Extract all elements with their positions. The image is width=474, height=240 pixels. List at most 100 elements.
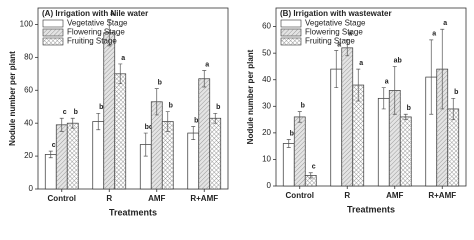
significance-letter: a <box>385 79 389 86</box>
error-bar <box>59 117 64 132</box>
error-bar <box>48 150 53 159</box>
significance-letter: b <box>454 89 458 96</box>
bar-hatch <box>389 90 401 186</box>
significance-letter: b <box>99 104 103 111</box>
legend-label: Fruiting Stage <box>305 37 355 46</box>
legend-label: Fruiting Stage <box>67 37 117 46</box>
error-bar <box>334 50 339 89</box>
bar-hatch <box>67 123 79 189</box>
significance-letter: a <box>205 61 209 68</box>
y-tick-label: 0 <box>29 184 34 193</box>
page: {"chart_data": [ {"type": "bar", "title"… <box>8 7 467 218</box>
x-tick-label: Control <box>286 191 314 200</box>
legend-swatch <box>280 19 302 28</box>
y-tick-label: 60 <box>24 85 33 94</box>
y-tick-label: 100 <box>20 20 34 29</box>
significance-letter: a <box>432 31 436 38</box>
legend-hatch <box>43 29 63 36</box>
bar-hatch <box>305 175 317 186</box>
legend-hatch <box>281 29 301 36</box>
legend-swatch <box>42 19 64 28</box>
significance-letter: c <box>52 142 56 149</box>
error-bar <box>107 19 112 47</box>
bar-hatch <box>162 121 174 189</box>
legend-label: Flowering Stage <box>305 28 363 37</box>
error-bar <box>451 97 456 120</box>
significance-letter: a <box>121 55 125 62</box>
x-tick-label: R+AMF <box>190 194 218 203</box>
bar-hatch <box>400 116 412 186</box>
y-tick-label: 40 <box>262 75 271 84</box>
y-tick-label: 20 <box>262 128 271 137</box>
error-bar <box>381 87 386 110</box>
bar <box>282 143 295 187</box>
error-bar <box>308 172 313 179</box>
plot-frame <box>275 7 467 187</box>
significance-letter: b <box>216 104 220 111</box>
error-bar <box>118 63 123 85</box>
bar-hatch <box>447 108 459 186</box>
error-bar <box>440 28 445 110</box>
bar-hatch <box>294 116 306 186</box>
legend-label: Flowering Stage <box>67 28 125 37</box>
plot-frame <box>37 7 229 190</box>
significance-letter: b <box>74 109 78 116</box>
legend-label: Vegetative Stage <box>305 19 366 28</box>
significance-letter: b <box>407 105 411 112</box>
bar-hatch <box>209 118 221 189</box>
error-bar <box>96 112 101 131</box>
x-tick-label: Control <box>48 194 76 203</box>
legend-hatch <box>43 38 63 45</box>
error-bar <box>392 66 397 115</box>
error-bar <box>213 112 218 124</box>
significance-letter: a <box>110 10 114 17</box>
legend-hatch <box>281 38 301 45</box>
significance-letter: ab <box>394 57 402 64</box>
bar-hatch <box>436 69 448 186</box>
error-bar <box>202 70 207 88</box>
y-tick-label: 50 <box>262 48 271 57</box>
significance-letter: c <box>63 109 67 116</box>
bar <box>187 132 200 190</box>
x-tick-label: AMF <box>148 194 165 203</box>
chart-title: (B) Irrigation with wastewater <box>280 9 392 18</box>
bar-hatch <box>56 124 68 189</box>
significance-letter: b <box>158 79 162 86</box>
y-tick-label: 60 <box>262 22 271 31</box>
significance-letter: a <box>337 41 341 48</box>
bar <box>377 97 390 187</box>
x-tick-label: R+AMF <box>428 191 456 200</box>
error-bar <box>143 132 148 157</box>
significance-letter: c <box>312 164 316 171</box>
significance-letter: a <box>359 60 363 67</box>
x-axis-label: Treatments <box>347 204 395 214</box>
y-tick-label: 20 <box>24 151 33 160</box>
y-axis-label: Nodule number per plant <box>246 49 255 144</box>
bar-hatch <box>114 73 126 189</box>
x-tick-label: AMF <box>386 191 403 200</box>
bar-hatch <box>352 85 364 186</box>
chart-title: (A) Irrigation with Nile water <box>42 9 148 18</box>
error-bar <box>286 139 291 148</box>
bar <box>92 121 105 190</box>
bar-hatch <box>198 78 210 189</box>
significance-letter: b <box>194 117 198 124</box>
legend-label: Vegetative Stage <box>67 19 128 28</box>
error-bar <box>403 113 408 120</box>
error-bar <box>70 117 75 129</box>
error-bar <box>154 88 159 116</box>
significance-letter: a <box>443 20 447 27</box>
bar <box>44 154 57 190</box>
significance-letter: b <box>301 102 305 109</box>
x-axis-label: Treatments <box>109 207 157 217</box>
x-tick-label: R <box>106 194 112 203</box>
y-tick-label: 0 <box>267 181 272 190</box>
error-bar <box>429 39 434 115</box>
error-bar <box>165 111 170 132</box>
bar-hatch <box>103 32 115 189</box>
bar-hatch <box>151 101 163 189</box>
error-bar <box>297 111 302 123</box>
y-tick-label: 10 <box>262 155 271 164</box>
y-tick-label: 40 <box>24 118 33 127</box>
